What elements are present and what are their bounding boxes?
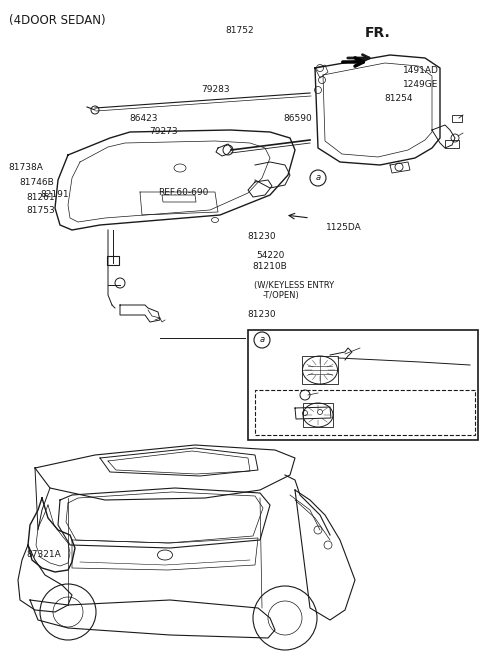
Text: a: a bbox=[259, 335, 264, 344]
Text: 82191: 82191 bbox=[41, 190, 70, 199]
Circle shape bbox=[254, 332, 270, 348]
Text: 87321A: 87321A bbox=[26, 550, 61, 559]
Text: 81230: 81230 bbox=[247, 310, 276, 319]
Text: REF.60-690: REF.60-690 bbox=[158, 188, 209, 197]
Text: 81254: 81254 bbox=[384, 94, 412, 104]
Text: 79273: 79273 bbox=[149, 127, 178, 136]
Text: 81261: 81261 bbox=[26, 193, 55, 202]
Text: 81746B: 81746B bbox=[19, 178, 54, 188]
Bar bbox=[248, 330, 478, 440]
Bar bbox=[452, 115, 462, 122]
Text: 81738A: 81738A bbox=[9, 163, 44, 172]
Text: a: a bbox=[315, 173, 321, 182]
Text: -T/OPEN): -T/OPEN) bbox=[263, 291, 300, 300]
Bar bbox=[107, 256, 119, 265]
Text: FR.: FR. bbox=[365, 26, 391, 40]
Text: 86590: 86590 bbox=[283, 114, 312, 123]
Text: (4DOOR SEDAN): (4DOOR SEDAN) bbox=[9, 14, 105, 28]
Text: 81210B: 81210B bbox=[252, 262, 287, 272]
Text: 81230: 81230 bbox=[247, 232, 276, 241]
Circle shape bbox=[310, 170, 326, 186]
Text: 1249GE: 1249GE bbox=[403, 80, 439, 89]
Bar bbox=[302, 356, 338, 384]
Text: 54220: 54220 bbox=[256, 251, 284, 260]
Text: 79283: 79283 bbox=[202, 85, 230, 94]
Text: (W/KEYLESS ENTRY: (W/KEYLESS ENTRY bbox=[254, 281, 335, 290]
Bar bbox=[303, 403, 333, 427]
Bar bbox=[255, 390, 475, 435]
Text: 81752: 81752 bbox=[226, 26, 254, 35]
Bar bbox=[445, 140, 459, 148]
Text: 1491AD: 1491AD bbox=[403, 66, 439, 75]
Text: 1125DA: 1125DA bbox=[326, 223, 362, 232]
Text: 81753: 81753 bbox=[26, 206, 55, 215]
Text: 86423: 86423 bbox=[130, 114, 158, 123]
